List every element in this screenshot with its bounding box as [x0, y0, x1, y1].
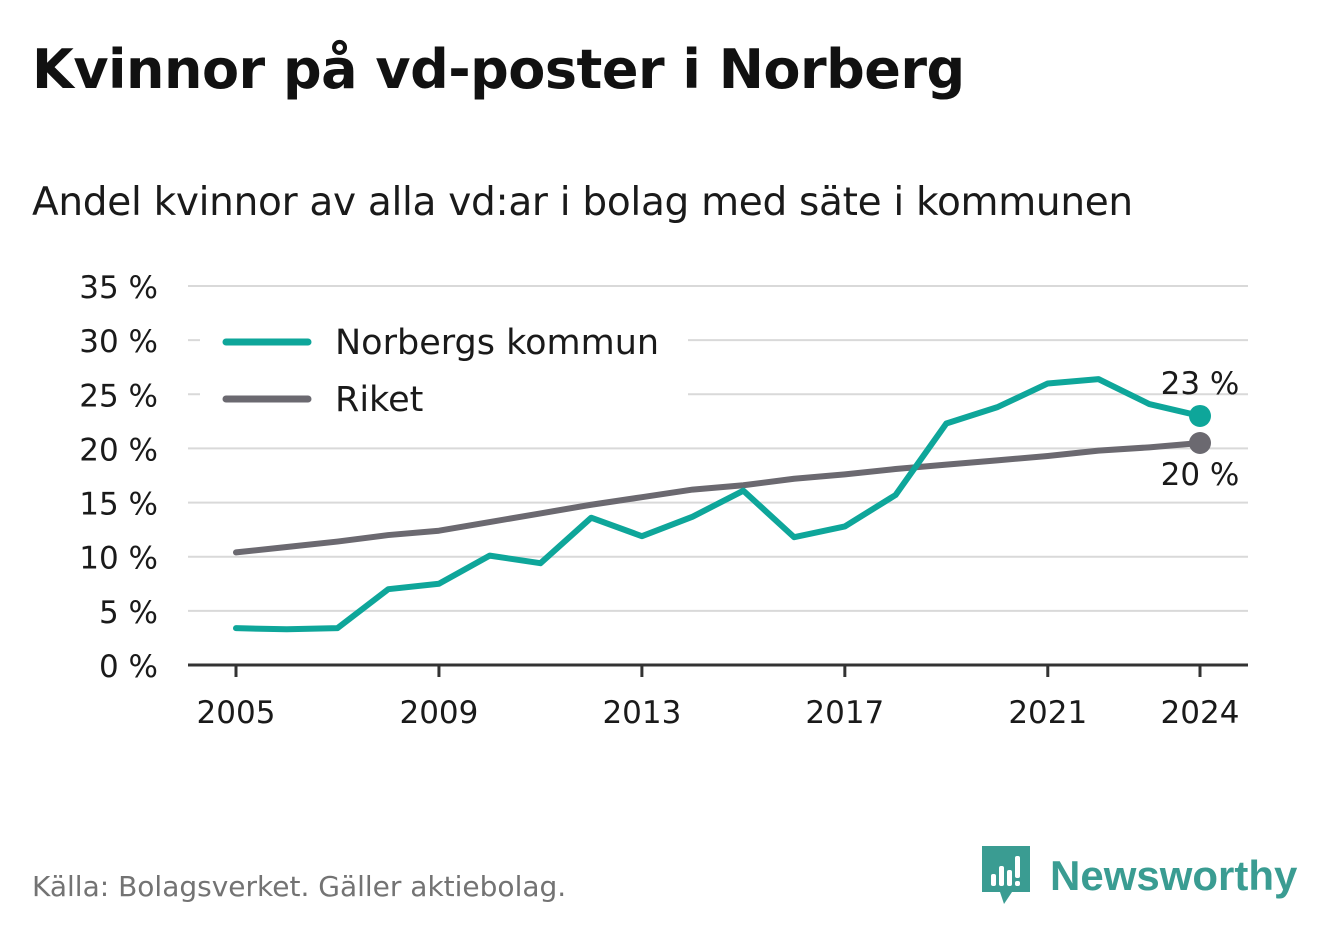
y-tick-label: 20 %: [79, 432, 158, 468]
y-axis-ticks: 0 % 5 % 10 % 15 % 20 % 25 % 30 % 35 %: [79, 270, 158, 685]
brand-name: Newsworthy: [1050, 852, 1298, 899]
x-tick-label: 2024: [1161, 695, 1240, 731]
legend: Norbergs kommun Riket: [200, 312, 688, 424]
chart-subtitle: Andel kvinnor av alla vd:ar i bolag med …: [32, 180, 1133, 225]
end-label: 20 %: [1161, 457, 1240, 493]
y-tick-label: 30 %: [79, 324, 158, 360]
end-label: 23 %: [1161, 366, 1240, 402]
y-tick-label: 15 %: [79, 487, 158, 523]
x-tick-label: 2021: [1008, 695, 1087, 731]
y-tick-label: 0 %: [99, 649, 158, 685]
chart-title: Kvinnor på vd-poster i Norberg: [32, 38, 965, 101]
series-line: [233, 440, 1203, 556]
source-note: Källa: Bolagsverket. Gäller aktiebolag.: [32, 870, 567, 903]
y-tick-label: 25 %: [79, 378, 158, 414]
x-tick-label: 2005: [197, 695, 276, 731]
legend-label: Norbergs kommun: [335, 323, 659, 363]
x-axis: 2005 2009 2013 2017 2021 2024: [188, 663, 1248, 731]
series-lines: [233, 376, 1211, 633]
y-tick-label: 10 %: [79, 541, 158, 577]
y-tick-label: 35 %: [79, 270, 158, 306]
end-labels: 23 % 20 %: [1161, 366, 1240, 493]
brand-logo: Newsworthy: [982, 846, 1297, 906]
x-tick-label: 2013: [602, 695, 681, 731]
x-tick-label: 2009: [399, 695, 478, 731]
y-tick-label: 5 %: [99, 595, 158, 631]
series-end-point: [1189, 404, 1211, 427]
x-tick-label: 2017: [805, 695, 884, 731]
series-line: [233, 376, 1203, 633]
series-end-point: [1189, 432, 1211, 455]
legend-label: Riket: [335, 380, 423, 420]
legend-background: [200, 312, 688, 424]
newsworthy-logo-icon: [982, 846, 1030, 904]
